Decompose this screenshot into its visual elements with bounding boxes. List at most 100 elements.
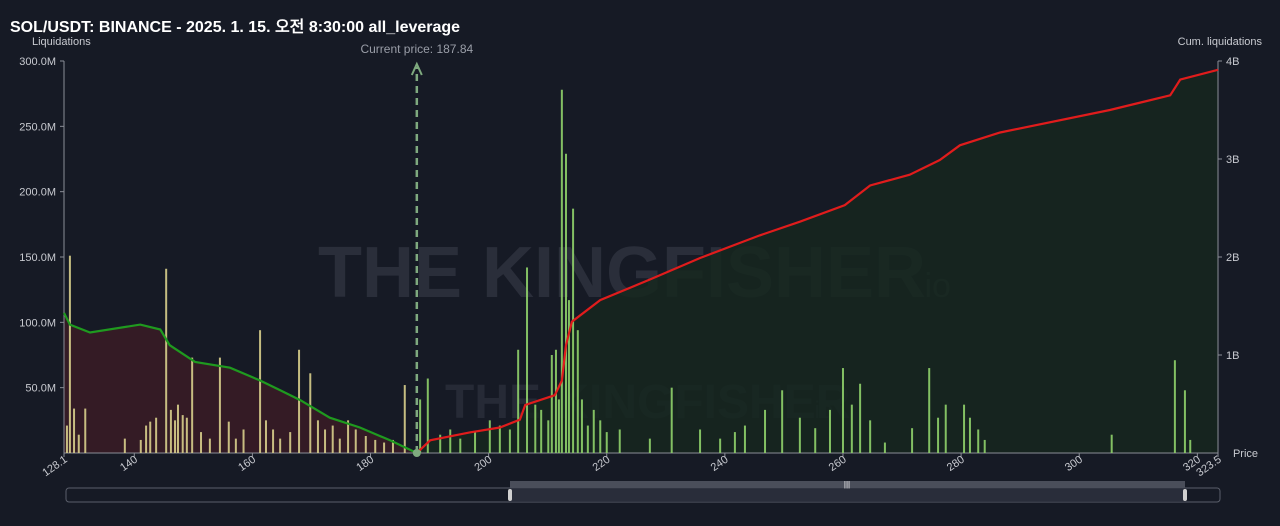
bar [354, 429, 357, 453]
bar [968, 417, 971, 453]
bar [764, 409, 767, 453]
bar [841, 368, 844, 453]
bar [743, 425, 746, 453]
bar [554, 349, 557, 453]
bar [242, 429, 245, 453]
bar [733, 432, 736, 453]
bar [937, 417, 940, 453]
y2-tick-label: 4B [1226, 56, 1239, 68]
y-tick-label: 300.0M [19, 56, 56, 68]
bar [391, 439, 394, 453]
bar [383, 442, 386, 453]
bar [227, 421, 230, 453]
bar [828, 409, 831, 453]
bar [534, 404, 537, 453]
area [416, 69, 1218, 454]
y2-axis-label: Cum. liquidations [1178, 36, 1263, 48]
bar [580, 399, 583, 453]
bar [68, 255, 71, 453]
bar [279, 438, 282, 453]
bar [670, 387, 673, 453]
bar [498, 425, 501, 453]
bar [65, 425, 68, 453]
bar [550, 355, 553, 453]
bar [814, 428, 817, 453]
bar [426, 378, 429, 453]
bar [419, 399, 422, 453]
bar [618, 429, 621, 453]
bar [648, 438, 651, 453]
bar [1183, 390, 1186, 453]
bar [963, 404, 966, 453]
bar [200, 432, 203, 453]
bar [185, 417, 188, 453]
bar [331, 425, 334, 453]
bar [517, 349, 520, 453]
bar [586, 425, 589, 453]
bar [592, 409, 595, 453]
bar [883, 442, 886, 453]
bar [977, 429, 980, 453]
bar [84, 408, 87, 453]
bar [324, 429, 327, 453]
bar [781, 390, 784, 453]
bar [564, 153, 567, 454]
bar [309, 373, 312, 453]
bar [1110, 434, 1113, 453]
bar [298, 349, 301, 453]
bar [474, 432, 477, 453]
zoom-slider-top [510, 481, 1185, 488]
bar [699, 429, 702, 453]
bar [869, 420, 872, 453]
bar [191, 357, 194, 453]
bar [572, 208, 575, 453]
chart-title: SOL/USDT: BINANCE - 2025. 1. 15. 오전 8:30… [10, 18, 460, 36]
bar [403, 385, 406, 453]
bar [176, 404, 179, 453]
bar [928, 368, 931, 453]
current-price-label: Current price: 187.84 [360, 42, 473, 56]
bar [599, 420, 602, 453]
bar [169, 409, 172, 453]
bar [944, 404, 947, 453]
bar [547, 420, 550, 453]
bar [540, 409, 543, 453]
bar [316, 420, 319, 453]
bar [73, 408, 76, 453]
bar [1189, 439, 1192, 453]
cum-line [416, 68, 1219, 454]
y-tick-label: 100.0M [19, 317, 56, 329]
bar [181, 415, 184, 453]
bar [850, 404, 853, 453]
zoom-handle[interactable] [1183, 489, 1187, 501]
bar [859, 383, 862, 453]
bar [338, 438, 341, 453]
bar [449, 429, 452, 453]
bar [123, 438, 126, 453]
bar [459, 438, 462, 453]
bar [264, 420, 267, 453]
zoom-slider-window[interactable] [510, 488, 1185, 502]
bar [289, 432, 292, 453]
bar [439, 434, 442, 453]
bar [165, 268, 168, 453]
zoom-handle[interactable] [508, 489, 512, 501]
cum-line [63, 312, 418, 454]
bar [488, 420, 491, 453]
bar [374, 439, 377, 453]
bar [364, 436, 367, 453]
y-tick-label: 250.0M [19, 121, 56, 133]
bar [719, 438, 722, 453]
bar [139, 439, 142, 453]
y2-tick-label: 3B [1226, 154, 1239, 166]
bar [911, 428, 914, 453]
bar [155, 417, 158, 453]
bar [149, 421, 152, 453]
bar [508, 429, 511, 453]
bar [526, 267, 529, 453]
bar [347, 420, 350, 453]
bar [983, 439, 986, 453]
y-axis-label: Liquidations [32, 36, 91, 48]
